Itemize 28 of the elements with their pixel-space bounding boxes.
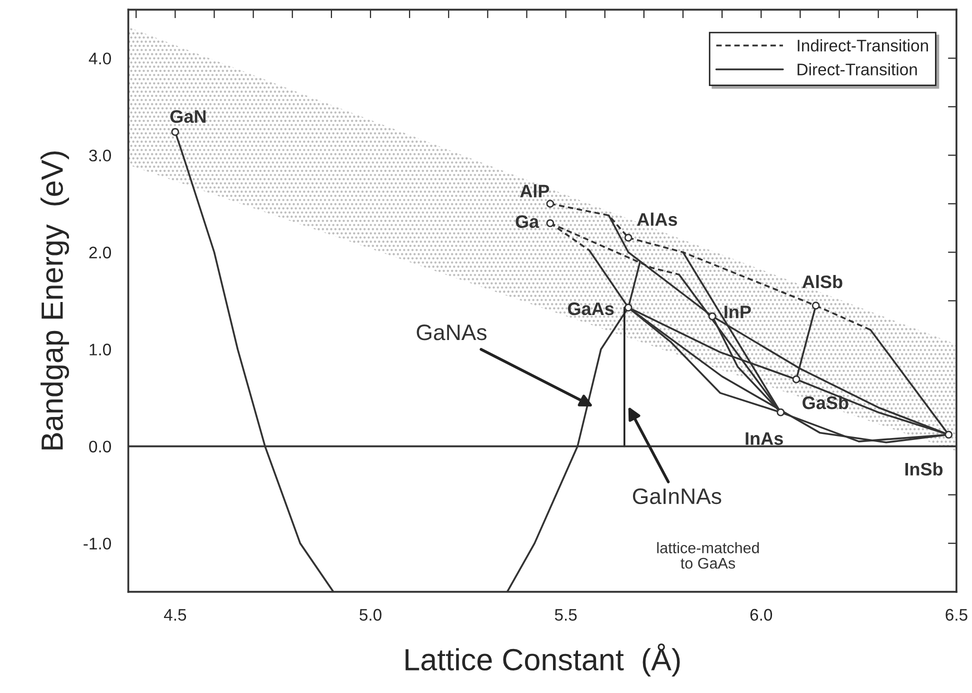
x-tick-label: 5.5 [554, 609, 577, 621]
y-tick-label: -1.0 [84, 538, 111, 550]
x-axis-title: Lattice Constant (Å) [406, 643, 680, 677]
annotation: AlSb [802, 274, 842, 288]
legend-label: Direct-Transition [798, 63, 917, 76]
y-axis-title: Bandgap Energy (eV) [40, 151, 70, 450]
annotation: InAs [746, 432, 783, 445]
annotation: GaInNAs [632, 488, 722, 504]
y-tick-label: 4.0 [88, 52, 111, 64]
x-tick-label: 5.0 [360, 608, 382, 621]
annotation: lattice-matched to GaAs [657, 542, 759, 569]
legend-label: Indirect-Transition [798, 39, 928, 52]
y-tick-label: 1.0 [90, 344, 111, 356]
annotation: GaAs [568, 302, 614, 316]
annotation: AlP [520, 184, 550, 198]
annotation: GaN [170, 110, 206, 123]
annotation: InP [724, 306, 751, 318]
y-tick-label: 2.0 [89, 246, 111, 258]
annotation: GaSb [802, 396, 848, 410]
annotation: InSb [905, 462, 943, 476]
x-tick-label: 6.5 [946, 608, 968, 621]
x-tick-label: 6.0 [750, 608, 772, 621]
annotation: AlAs [637, 212, 678, 226]
annotation: Ga [516, 215, 540, 228]
y-tick-label: 3.0 [89, 150, 111, 162]
y-tick-label: 0.0 [89, 440, 111, 452]
x-tick-label: 4.5 [164, 609, 186, 621]
annotation: GaNAs [416, 324, 487, 340]
